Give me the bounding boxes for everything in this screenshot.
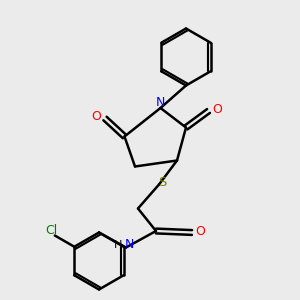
Text: O: O (196, 225, 205, 239)
Text: O: O (212, 103, 222, 116)
Text: O: O (92, 110, 101, 124)
Text: S: S (158, 176, 167, 190)
Text: N: N (125, 238, 134, 251)
Text: Cl: Cl (46, 224, 58, 237)
Text: H: H (113, 239, 122, 250)
Text: N: N (156, 96, 165, 109)
